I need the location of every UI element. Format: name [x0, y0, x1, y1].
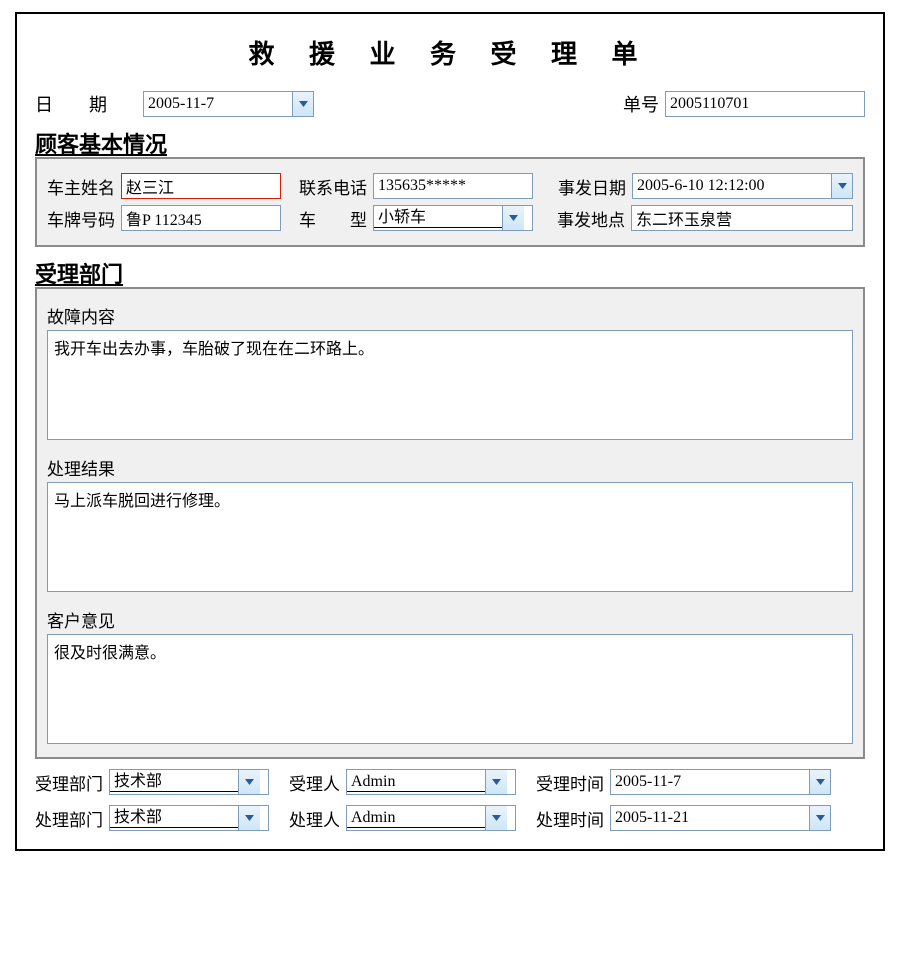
accept-person-dropdown-button[interactable]	[485, 770, 507, 794]
handle-dept-combo[interactable]: 技术部	[109, 805, 269, 831]
result-textarea[interactable]	[47, 482, 853, 592]
chevron-down-icon	[299, 101, 308, 107]
fault-label: 故障内容	[47, 303, 853, 328]
accept-person-combo[interactable]: Admin	[346, 769, 516, 795]
order-no-input[interactable]	[665, 91, 865, 117]
phone-label: 联系电话	[299, 174, 367, 199]
incident-loc-input[interactable]	[631, 205, 853, 231]
handle-dept-value: 技术部	[110, 808, 238, 828]
plate-label: 车牌号码	[47, 206, 115, 231]
accept-person-label: 受理人	[289, 770, 340, 795]
accept-time-input[interactable]	[610, 769, 810, 795]
footer-accept-row: 受理部门 技术部 受理人 Admin 受理时间	[35, 769, 865, 795]
incident-date-dropdown-button[interactable]	[831, 173, 853, 199]
date-dropdown-button[interactable]	[292, 91, 314, 117]
accept-person-value: Admin	[347, 772, 485, 792]
handle-person-label: 处理人	[289, 806, 340, 831]
handle-dept-dropdown-button[interactable]	[238, 806, 260, 830]
footer-handle-row: 处理部门 技术部 处理人 Admin 处理时间	[35, 805, 865, 831]
fault-textarea[interactable]	[47, 330, 853, 440]
handle-time-dropdown-button[interactable]	[809, 805, 831, 831]
handling-heading: 受理部门	[35, 257, 865, 289]
chevron-down-icon	[838, 183, 847, 189]
accept-dept-combo[interactable]: 技术部	[109, 769, 269, 795]
phone-input[interactable]	[373, 173, 533, 199]
chevron-down-icon	[509, 215, 518, 221]
chevron-down-icon	[492, 779, 501, 785]
result-label: 处理结果	[47, 455, 853, 480]
page-title: 救 援 业 务 受 理 单	[35, 34, 865, 71]
handle-dept-label: 处理部门	[35, 806, 103, 831]
handle-person-dropdown-button[interactable]	[485, 806, 507, 830]
chevron-down-icon	[816, 779, 825, 785]
opinion-textarea[interactable]	[47, 634, 853, 744]
handle-person-combo[interactable]: Admin	[346, 805, 516, 831]
date-label: 日 期	[35, 91, 107, 117]
customer-heading: 顾客基本情况	[35, 127, 865, 159]
date-input[interactable]	[143, 91, 293, 117]
incident-date-label: 事发日期	[558, 174, 626, 199]
handle-time-label: 处理时间	[536, 806, 604, 831]
form-container: 救 援 业 务 受 理 单 日 期 单号 顾客基本情况 车主姓名 联系电话 事发…	[15, 12, 885, 851]
vehicle-type-dropdown-button[interactable]	[502, 206, 524, 230]
opinion-label: 客户意见	[47, 607, 853, 632]
vehicle-type-label: 车 型	[299, 206, 367, 231]
accept-dept-value: 技术部	[110, 772, 238, 792]
chevron-down-icon	[245, 779, 254, 785]
vehicle-type-value: 小轿车	[374, 208, 502, 228]
handling-panel: 故障内容 处理结果 客户意见	[35, 287, 865, 759]
vehicle-type-combo[interactable]: 小轿车	[373, 205, 533, 231]
chevron-down-icon	[245, 815, 254, 821]
order-no-label: 单号	[623, 91, 659, 117]
owner-name-input[interactable]	[121, 173, 281, 199]
plate-input[interactable]	[121, 205, 281, 231]
owner-name-label: 车主姓名	[47, 174, 115, 199]
accept-dept-dropdown-button[interactable]	[238, 770, 260, 794]
customer-panel: 车主姓名 联系电话 事发日期 车牌号码 车 型 小轿车	[35, 157, 865, 247]
handle-person-value: Admin	[347, 808, 485, 828]
chevron-down-icon	[492, 815, 501, 821]
accept-time-label: 受理时间	[536, 770, 604, 795]
header-row: 日 期 单号	[35, 91, 865, 117]
chevron-down-icon	[816, 815, 825, 821]
incident-loc-label: 事发地点	[557, 206, 625, 231]
handle-time-input[interactable]	[610, 805, 810, 831]
incident-date-input[interactable]	[632, 173, 832, 199]
accept-time-dropdown-button[interactable]	[809, 769, 831, 795]
accept-dept-label: 受理部门	[35, 770, 103, 795]
